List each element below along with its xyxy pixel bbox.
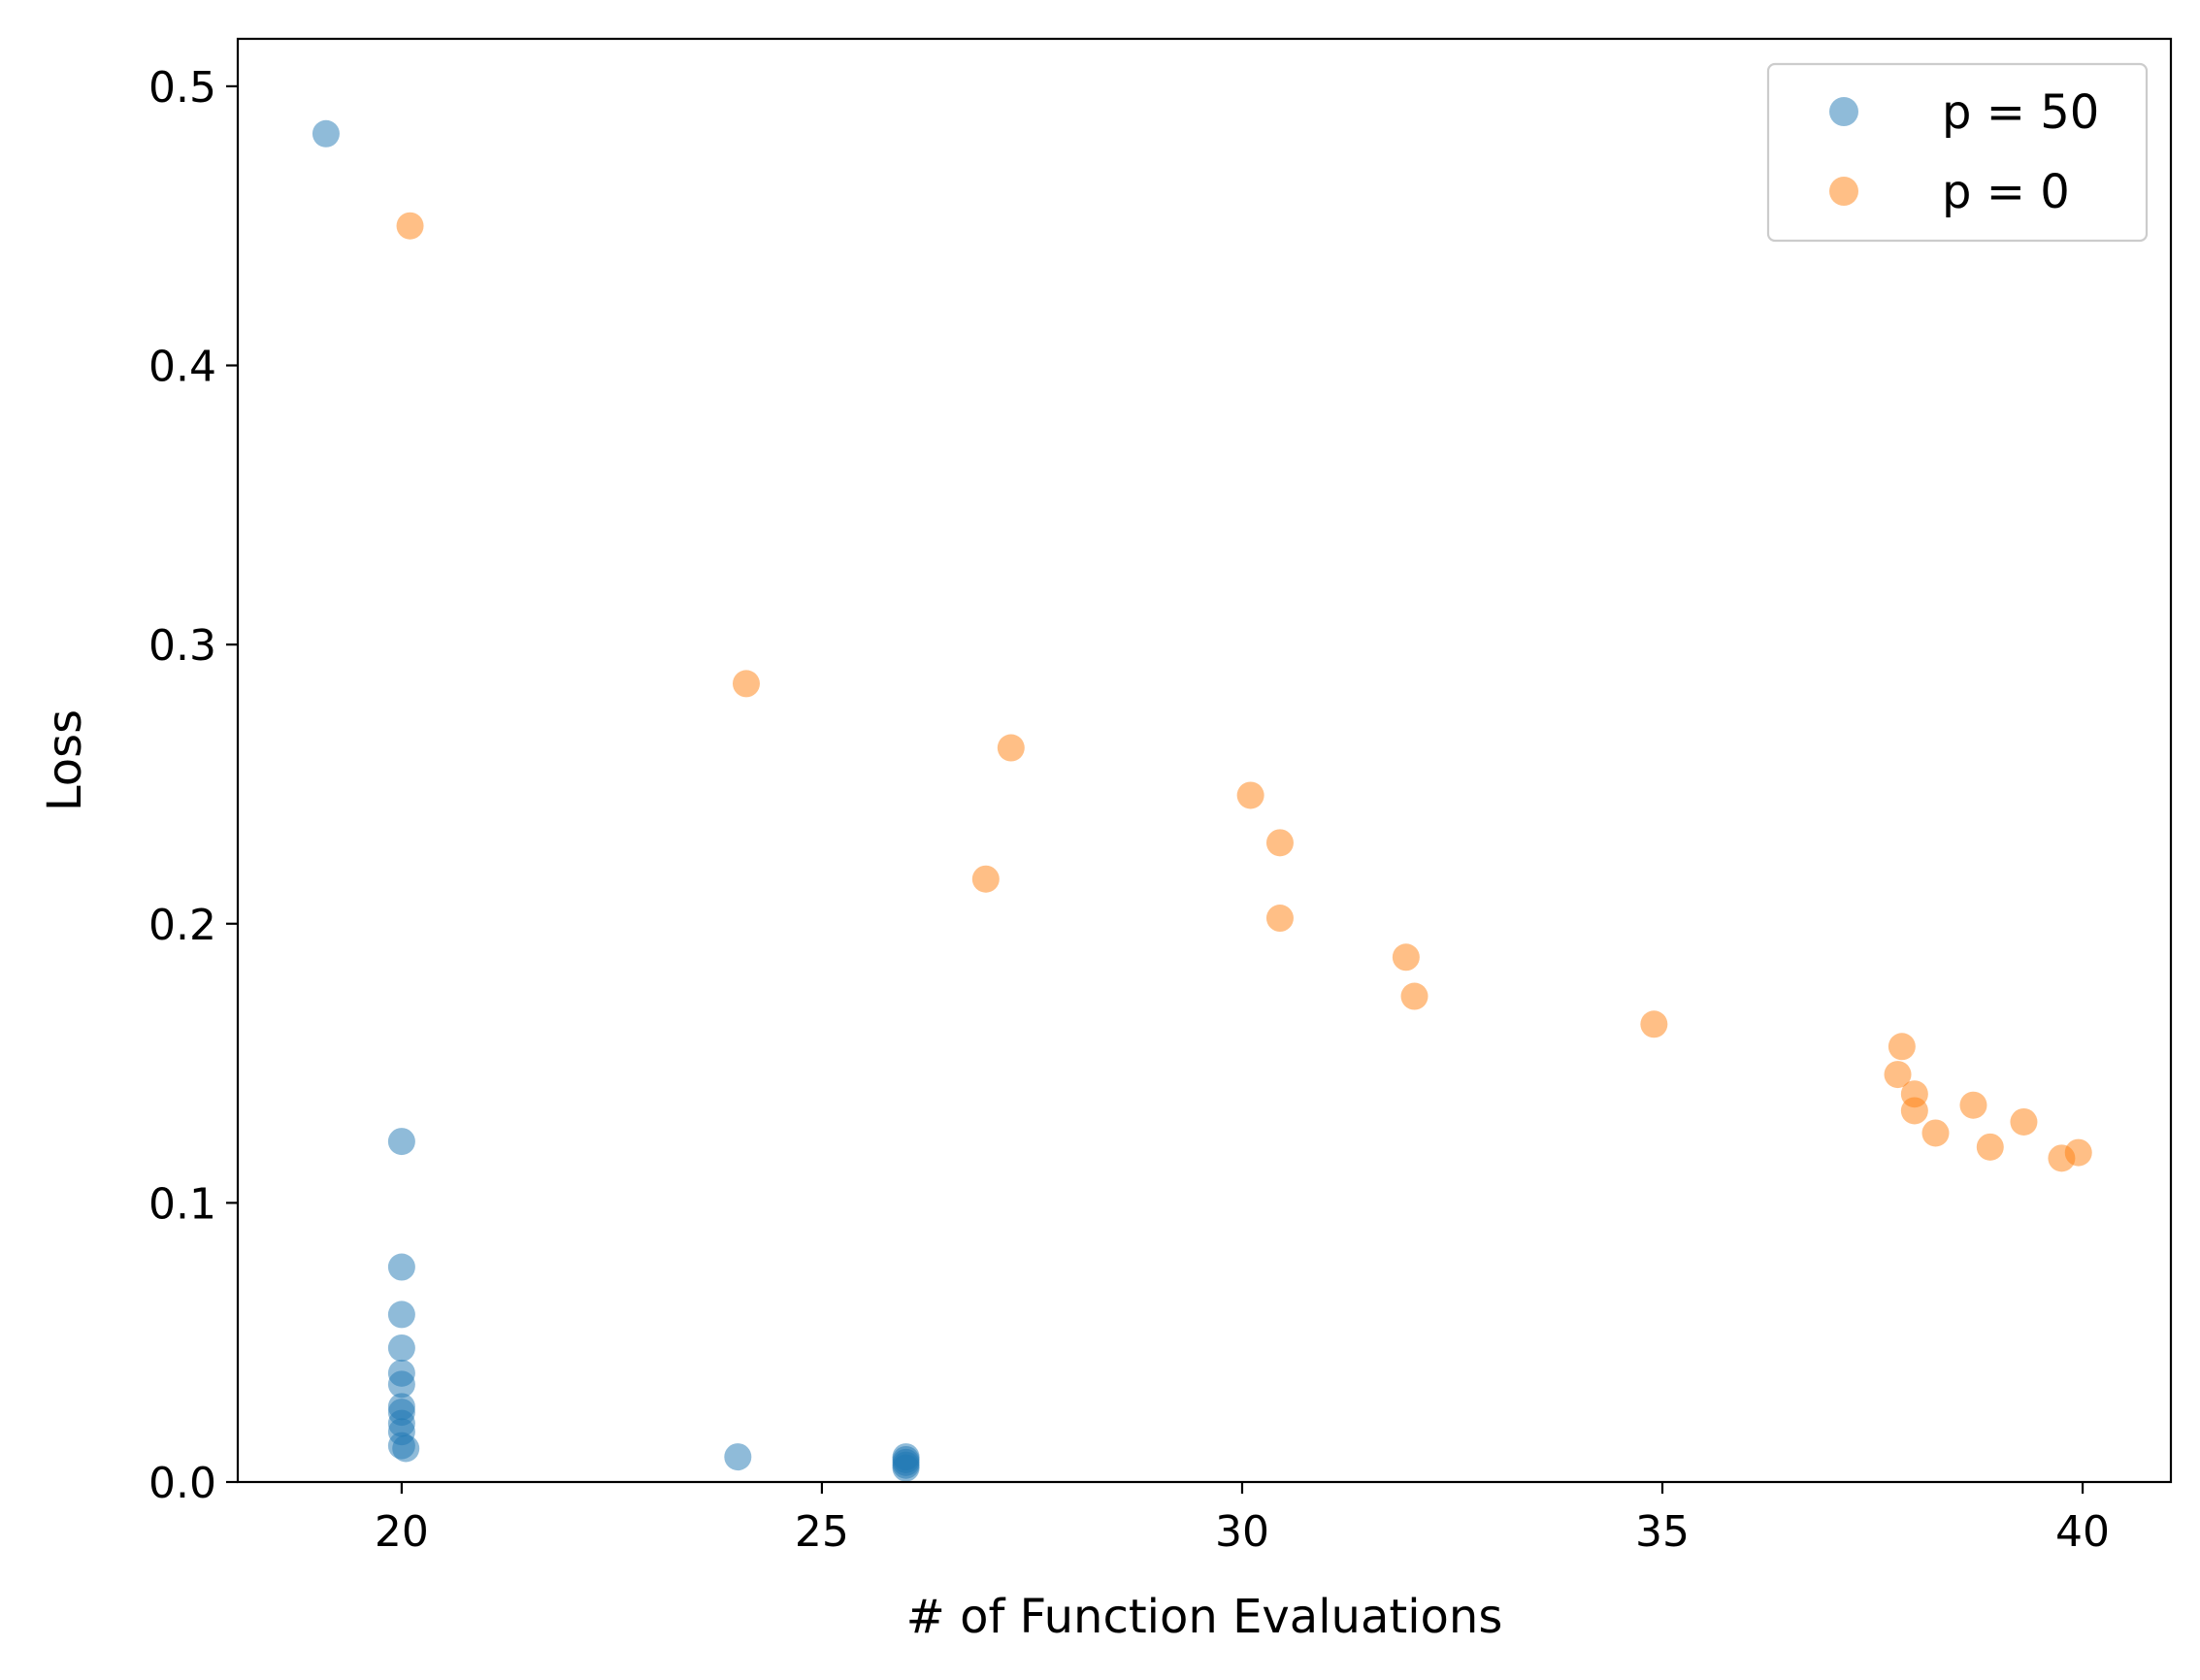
data-point-series-1-17 bbox=[2010, 1107, 2038, 1136]
data-point-series-0-6 bbox=[387, 1370, 415, 1399]
data-point-series-0-3 bbox=[387, 1301, 415, 1329]
plot-frame bbox=[236, 37, 2173, 1484]
data-point-series-0-0 bbox=[312, 119, 340, 148]
x-tick-label: 25 bbox=[795, 1507, 849, 1557]
data-point-series-0-4 bbox=[387, 1334, 415, 1362]
data-point-series-1-19 bbox=[2064, 1138, 2092, 1167]
data-point-series-1-15 bbox=[1959, 1091, 1987, 1119]
y-axis-ticks: 0.0 0.1 0.2 0.3 0.4 0.5 bbox=[148, 63, 238, 1508]
data-point-series-1-3 bbox=[971, 865, 1000, 893]
data-point-series-1-14 bbox=[1921, 1119, 1950, 1147]
y-tick-label: 0.1 bbox=[148, 1179, 216, 1229]
data-point-series-1-0 bbox=[396, 212, 424, 240]
x-axis-ticks: 20 25 30 35 40 bbox=[375, 1482, 2110, 1557]
y-tick-label: 0.0 bbox=[148, 1459, 216, 1508]
data-point-series-1-13 bbox=[1900, 1097, 1928, 1125]
data-point-series-1-10 bbox=[1888, 1033, 1916, 1061]
data-point-series-0-1 bbox=[387, 1128, 415, 1156]
data-point-series-0-2 bbox=[387, 1253, 415, 1281]
x-tick-label: 20 bbox=[375, 1507, 429, 1557]
legend-label-p50: p = 50 bbox=[1942, 85, 2099, 140]
y-tick-label: 0.3 bbox=[148, 621, 216, 671]
data-point-series-1-1 bbox=[732, 670, 760, 698]
points-layer bbox=[312, 119, 2092, 1482]
x-axis-label: # of Function Evaluations bbox=[906, 1590, 1503, 1644]
x-tick-label: 40 bbox=[2055, 1507, 2110, 1557]
data-point-series-1-6 bbox=[1265, 905, 1294, 933]
y-tick-label: 0.5 bbox=[148, 63, 216, 113]
data-point-series-1-8 bbox=[1400, 982, 1428, 1010]
legend-marker-p50 bbox=[1829, 97, 1858, 126]
data-point-series-0-18 bbox=[892, 1454, 920, 1482]
legend-label-p0: p = 0 bbox=[1942, 165, 2070, 219]
data-point-series-1-4 bbox=[1236, 781, 1264, 809]
data-point-series-1-16 bbox=[1976, 1133, 2004, 1161]
y-tick-label: 0.2 bbox=[148, 901, 216, 950]
data-point-series-1-2 bbox=[997, 734, 1025, 762]
data-point-series-1-9 bbox=[1640, 1010, 1668, 1038]
y-axis-label: Loss bbox=[38, 709, 92, 811]
y-tick-label: 0.4 bbox=[148, 343, 216, 392]
data-point-series-0-13 bbox=[724, 1443, 752, 1471]
data-point-series-1-7 bbox=[1392, 943, 1420, 972]
x-tick-label: 35 bbox=[1635, 1507, 1690, 1557]
legend: p = 50 p = 0 bbox=[1766, 62, 2149, 243]
x-tick-label: 30 bbox=[1215, 1507, 1269, 1557]
legend-marker-p0 bbox=[1829, 177, 1858, 206]
data-point-series-1-11 bbox=[1884, 1061, 1912, 1089]
data-point-series-0-12 bbox=[392, 1434, 420, 1463]
legend-box bbox=[1766, 62, 2149, 243]
data-point-series-1-5 bbox=[1265, 829, 1294, 857]
